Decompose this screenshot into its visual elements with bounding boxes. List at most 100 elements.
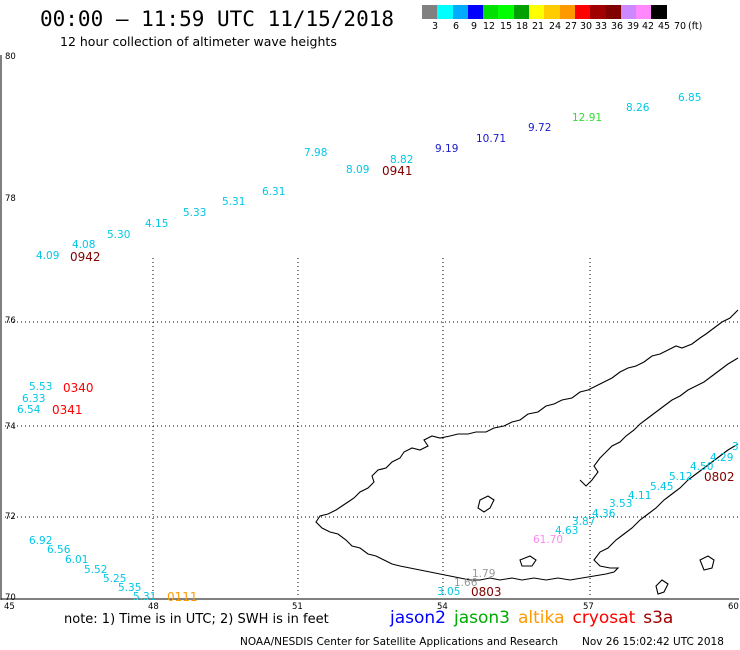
wave-height-label: 8.82 — [390, 154, 413, 166]
legend-label: 9 — [471, 21, 478, 32]
wave-height-label: 12.91 — [572, 112, 602, 124]
legend-swatch — [467, 5, 484, 19]
legend-swatch — [544, 5, 560, 19]
legend-swatch — [605, 5, 621, 19]
wave-height-label: 4.15 — [145, 218, 168, 230]
latitude-label: 74 — [5, 422, 16, 432]
satellite-label: jason3 — [454, 608, 510, 628]
legend-label: 6 — [453, 21, 460, 32]
wave-height-label: 1.66 — [454, 577, 478, 589]
legend-label: 15 — [500, 21, 513, 32]
footer-note: note: 1) Time is in UTC; 2) SWH is in fe… — [64, 612, 329, 627]
legend-swatch — [620, 5, 637, 19]
pass-time-label: 0340 — [63, 381, 94, 395]
lat-lon-gridlines — [5, 258, 738, 598]
wave-height-label: 5.31 — [222, 196, 245, 208]
legend-label: 36 — [611, 21, 624, 32]
legend-label: 12 — [483, 21, 496, 32]
wave-height-label: 4.29 — [710, 452, 733, 464]
latitude-label: 80 — [5, 52, 16, 62]
satellite-label: jason2 — [390, 608, 446, 628]
wave-height-label: 5.31 — [133, 591, 156, 603]
wave-height-label: 10.71 — [476, 133, 506, 145]
wave-height-label: 9.19 — [435, 143, 458, 155]
legend-label: 27 — [565, 21, 578, 32]
longitude-label: 51 — [292, 602, 303, 612]
legend-label: (ft) — [688, 21, 703, 32]
wave-height-label: 61.70 — [533, 534, 563, 546]
latitude-label: 76 — [5, 316, 16, 326]
map-frame — [0, 55, 739, 600]
legend-label: 30 — [580, 21, 593, 32]
wave-height-label: 4.63 — [555, 525, 578, 537]
legend-swatch — [498, 5, 514, 19]
satellite-label: altika — [518, 608, 565, 628]
longitude-labels: 45 48 51 54 57 60 — [4, 602, 739, 612]
satellite-label: cryosat — [572, 608, 636, 628]
wave-height-label: 5.30 — [107, 229, 130, 241]
page-subtitle: 12 hour collection of altimeter wave hei… — [60, 34, 337, 49]
wave-height-label: 8.26 — [626, 102, 650, 114]
longitude-label: 48 — [148, 602, 159, 612]
wave-height-label: 5.33 — [183, 207, 206, 219]
color-scale-legend: 3 6 9 12 15 18 21 24 27 30 33 36 39 42 45 70 (ft) — [422, 5, 740, 32]
legend-labels: 3 6 9 12 15 18 21 24 27 30 33 36 39 42 45 70 (ft) — [422, 19, 740, 32]
legend-swatches — [422, 5, 740, 19]
wave-height-label: 4.36 — [592, 508, 616, 520]
latitude-label: 78 — [5, 194, 16, 204]
satellite-legend: jason2 jason3 altika cryosat s3a — [390, 608, 681, 628]
legend-swatch — [636, 5, 652, 19]
legend-label: 18 — [516, 21, 529, 32]
longitude-label: 45 — [4, 602, 15, 612]
legend-label: 42 — [642, 21, 655, 32]
wave-height-label: 4.50 — [690, 461, 713, 473]
latitude-label: 72 — [5, 512, 16, 522]
wave-height-label: 5.45 — [650, 481, 673, 493]
latitude-labels: 80 78 76 74 72 70 — [5, 52, 16, 603]
wave-height-label: 6.01 — [65, 554, 88, 566]
generated-timestamp: Nov 26 15:02:42 UTC 2018 — [582, 636, 724, 648]
wave-height-label: 6.56 — [47, 544, 71, 556]
wave-height-label: 6.31 — [262, 186, 285, 198]
latitude-label: 70 — [5, 593, 16, 603]
longitude-label: 57 — [583, 602, 594, 612]
legend-swatch — [590, 5, 606, 19]
legend-label: 45 — [658, 21, 671, 32]
wave-height-label: 6.33 — [22, 393, 45, 405]
legend-label: 70 — [674, 21, 687, 32]
legend-label: 33 — [595, 21, 608, 32]
legend-label: 3 — [432, 21, 439, 32]
legend-swatch — [513, 5, 530, 19]
wave-height-label: 5.35 — [118, 582, 141, 594]
satellite-label: s3a — [643, 608, 674, 628]
legend-swatch — [574, 5, 591, 19]
wave-height-label: 4.08 — [72, 239, 95, 251]
longitude-label: 54 — [437, 602, 448, 612]
wave-height-label: 6.85 — [678, 92, 701, 104]
wave-height-label: 3 — [732, 441, 739, 453]
legend-swatch — [452, 5, 468, 19]
wave-height-label: 5.25 — [103, 573, 126, 585]
wave-height-label: 3.87 — [572, 516, 595, 528]
credit-line: NOAA/NESDIS Center for Satellite Applica… — [240, 636, 558, 648]
wave-height-label: 7.98 — [304, 147, 327, 159]
legend-label: 21 — [532, 21, 545, 32]
pass-time-labels: 0941 0942 0340 0341 0111 0803 0802 — [52, 164, 735, 604]
legend-swatch — [483, 5, 499, 19]
wave-height-label: 6.54 — [17, 404, 41, 416]
wave-height-label: 9.72 — [528, 122, 551, 134]
legend-swatch — [529, 5, 545, 19]
wave-height-label: 6.92 — [29, 535, 52, 547]
legend-label: 24 — [549, 21, 562, 32]
legend-label: 39 — [627, 21, 640, 32]
wave-height-labels: 6.85 8.26 12.91 9.72 10.71 9.19 8.82 8.09 7.98 6.… — [17, 92, 739, 603]
wave-height-label: 3.05 — [437, 586, 460, 598]
legend-swatch — [422, 5, 438, 19]
page-title: 00:00 – 11:59 UTC 11/15/2018 — [40, 7, 395, 31]
longitude-label: 60 — [728, 602, 739, 612]
legend-swatch — [559, 5, 575, 19]
wave-height-label: 5.52 — [84, 564, 107, 576]
legend-swatch — [651, 5, 667, 19]
wave-height-label: 8.09 — [346, 164, 369, 176]
